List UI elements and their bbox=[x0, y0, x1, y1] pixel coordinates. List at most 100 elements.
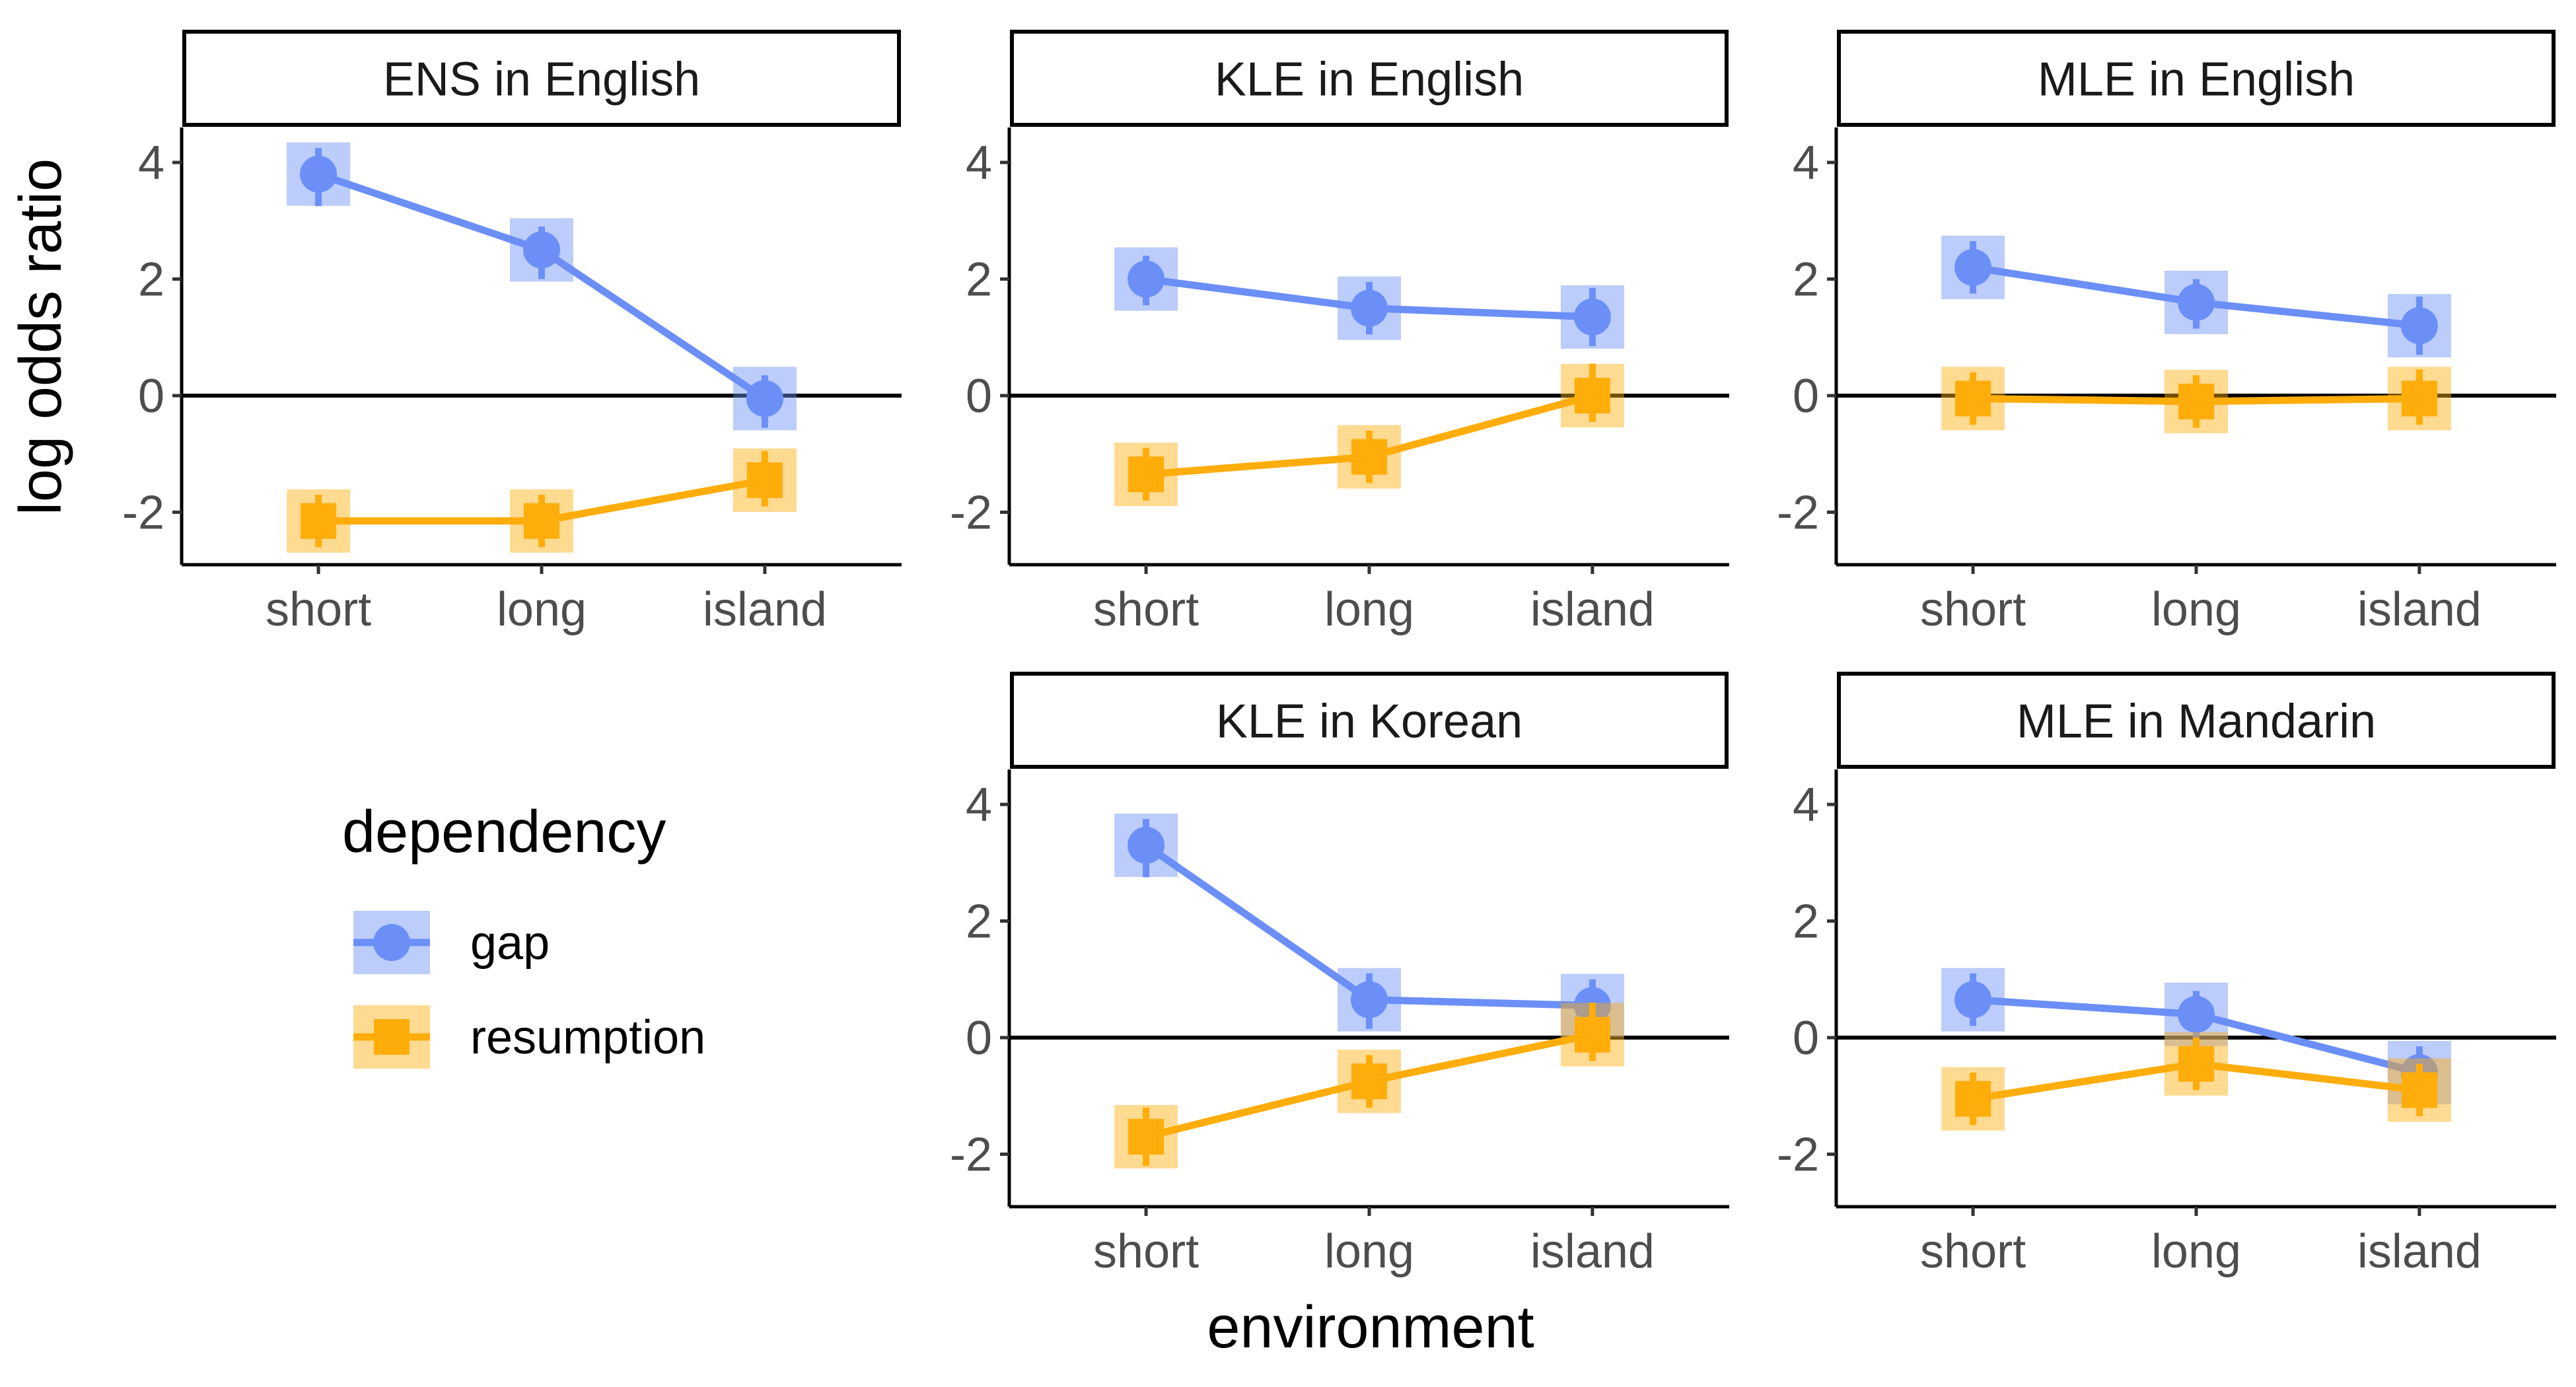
y-tick-label: 2 bbox=[1793, 895, 1819, 948]
x-tick-label: long bbox=[2151, 583, 2241, 636]
data-point bbox=[1127, 260, 1165, 298]
data-point bbox=[524, 503, 559, 539]
y-tick-label: -2 bbox=[1777, 1129, 1819, 1182]
data-point bbox=[1351, 439, 1387, 475]
x-tick-label: island bbox=[1530, 1225, 1655, 1278]
panel-strip-label: ENS in English bbox=[383, 53, 700, 106]
data-point bbox=[1128, 1119, 1164, 1155]
y-tick-label: -2 bbox=[950, 487, 992, 540]
y-tick-label: 4 bbox=[966, 137, 992, 190]
data-point bbox=[1351, 289, 1388, 327]
series-gap bbox=[1941, 235, 2451, 358]
y-tick-label: 4 bbox=[1793, 137, 1819, 190]
panel-strip bbox=[1837, 30, 2556, 127]
y-tick-label: 0 bbox=[966, 370, 992, 423]
y-tick-label: -2 bbox=[1777, 487, 1819, 540]
y-tick-label: 4 bbox=[1793, 779, 1819, 832]
data-point bbox=[2178, 1046, 2214, 1082]
y-tick-label: -2 bbox=[122, 487, 164, 540]
data-point bbox=[1127, 826, 1165, 864]
data-point bbox=[1574, 378, 1610, 414]
data-point bbox=[1954, 981, 1992, 1018]
series-resumption bbox=[1114, 363, 1624, 507]
x-tick-label: long bbox=[1324, 1225, 1414, 1278]
legend-entry-resumption: resumption bbox=[353, 1005, 705, 1069]
y-tick-label: 0 bbox=[1793, 1012, 1819, 1065]
data-point bbox=[2401, 1072, 2437, 1108]
data-point bbox=[746, 462, 783, 499]
y-tick-label: 2 bbox=[138, 253, 164, 306]
y-tick-label: 2 bbox=[1793, 253, 1819, 306]
data-point bbox=[1955, 1081, 1991, 1117]
panel-strip-label: MLE in Mandarin bbox=[2017, 695, 2376, 748]
y-tick-label: 4 bbox=[138, 137, 164, 190]
x-tick-label: long bbox=[2151, 1225, 2241, 1278]
panel-strip bbox=[182, 30, 901, 127]
series-line bbox=[317, 170, 767, 402]
x-tick-label: short bbox=[1920, 1225, 2026, 1278]
panel-strip bbox=[1837, 672, 2556, 769]
x-tick-label: island bbox=[1530, 583, 1655, 636]
x-tick-label: long bbox=[1324, 583, 1414, 636]
data-point bbox=[2178, 383, 2214, 419]
panel-3: KLE in Korean 4 2 0 -2 short long island bbox=[950, 672, 1729, 1278]
panel-strip bbox=[1010, 672, 1729, 769]
series-gap bbox=[287, 142, 797, 431]
series-gap bbox=[1114, 247, 1624, 349]
y-tick-label: 0 bbox=[1793, 370, 1819, 423]
legend: dependency gap resumption bbox=[342, 799, 705, 1069]
y-tick-label: 0 bbox=[138, 370, 164, 423]
legend-label: gap bbox=[470, 917, 550, 970]
panel-1: KLE in English 4 2 0 -2 short long island bbox=[950, 30, 1729, 636]
panel-0: ENS in English 4 2 0 -2 short long island bbox=[122, 30, 902, 636]
y-tick-label: 2 bbox=[966, 895, 992, 948]
x-tick-label: island bbox=[703, 583, 827, 636]
series-resumption bbox=[1941, 367, 2451, 433]
panel-strip-label: MLE in English bbox=[2038, 53, 2355, 106]
data-point bbox=[2178, 283, 2215, 321]
series-gap bbox=[1114, 813, 1624, 1038]
series-resumption bbox=[1114, 1003, 1624, 1169]
y-tick-label: 4 bbox=[966, 779, 992, 832]
series-resumption bbox=[1941, 1032, 2451, 1131]
data-point bbox=[1573, 298, 1611, 336]
x-tick-label: long bbox=[497, 583, 587, 636]
series-resumption bbox=[287, 448, 797, 553]
x-tick-label: short bbox=[1920, 583, 2026, 636]
data-point bbox=[1574, 1016, 1610, 1053]
panel-4: MLE in Mandarin 4 2 0 -2 short long island bbox=[1777, 672, 2556, 1278]
data-point bbox=[523, 231, 560, 269]
data-point bbox=[1128, 456, 1164, 493]
data-point bbox=[1351, 981, 1388, 1018]
data-point bbox=[301, 503, 337, 539]
x-axis-title: environment bbox=[1207, 1295, 1534, 1361]
data-point bbox=[1954, 248, 1992, 286]
panel-strip bbox=[1010, 30, 1729, 127]
x-tick-label: short bbox=[1093, 583, 1199, 636]
y-axis-title: log odds ratio bbox=[8, 159, 74, 515]
data-point bbox=[2400, 307, 2438, 345]
legend-entries: gap resumption bbox=[353, 911, 705, 1069]
data-point bbox=[2401, 380, 2437, 417]
data-point bbox=[1955, 380, 1991, 417]
y-tick-label: 0 bbox=[966, 1012, 992, 1065]
y-tick-label: -2 bbox=[950, 1129, 992, 1182]
panel-strip-label: KLE in Korean bbox=[1216, 695, 1522, 748]
x-tick-label: island bbox=[2357, 583, 2482, 636]
panel-2: MLE in English 4 2 0 -2 short long island bbox=[1777, 30, 2556, 636]
data-point bbox=[746, 380, 783, 417]
legend-entry-gap: gap bbox=[353, 911, 550, 974]
legend-label: resumption bbox=[470, 1011, 705, 1064]
data-point bbox=[2178, 995, 2215, 1033]
panel-strip-label: KLE in English bbox=[1215, 53, 1524, 106]
data-point bbox=[300, 155, 338, 193]
legend-title: dependency bbox=[342, 799, 666, 865]
y-tick-label: 2 bbox=[966, 253, 992, 306]
x-tick-label: short bbox=[266, 583, 371, 636]
legend-key-marker bbox=[373, 924, 410, 961]
data-point bbox=[1351, 1063, 1387, 1100]
x-tick-label: short bbox=[1093, 1225, 1199, 1278]
legend-key-marker bbox=[374, 1019, 410, 1055]
